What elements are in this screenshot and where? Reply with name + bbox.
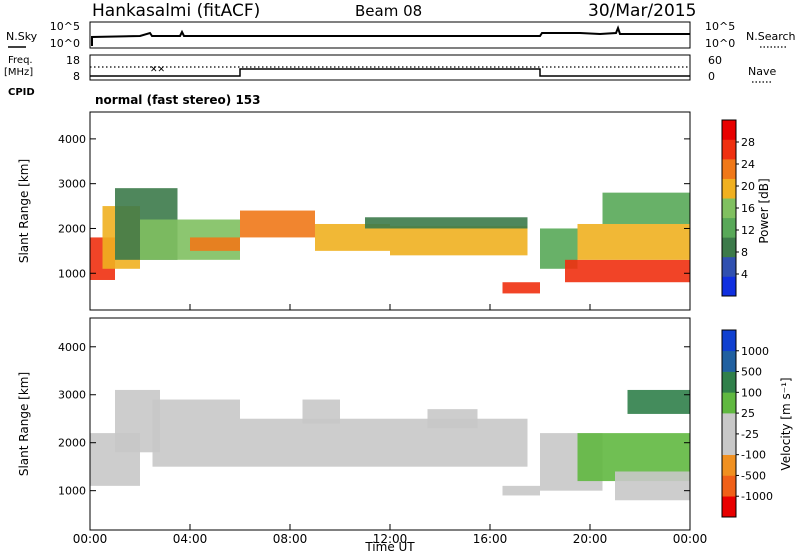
freq-left-tick-bottom: 8 <box>73 70 80 83</box>
velocity-y-axis: 4000 3000 2000 1000 <box>58 341 690 498</box>
power-band-5 <box>240 210 315 238</box>
freq-unit-label: [MHz] <box>4 67 33 78</box>
velocity-colorbar-seg-7 <box>722 350 736 372</box>
noise-sky-label: N.Sky <box>6 30 38 43</box>
power-colorbar-tick-6: 4 <box>741 268 748 281</box>
power-colorbar: 28 24 20 16 12 8 4 <box>721 119 755 297</box>
power-colorbar-seg-7 <box>722 139 736 160</box>
freq-left-tick-top: 18 <box>66 54 80 67</box>
nave-label: Nave <box>748 65 776 78</box>
velocity-colorbar-tick-1: 500 <box>741 366 762 379</box>
noise-left-tick-top: 10^5 <box>50 20 80 33</box>
power-ytick-label-3: 1000 <box>58 267 86 280</box>
velocity-colorbar-frame <box>721 329 737 518</box>
velocity-colorbar-tick-2: 100 <box>741 386 762 399</box>
beam-title: Beam 08 <box>355 2 422 20</box>
power-colorbar-tick-2: 20 <box>741 180 755 193</box>
x-tick-label-4: 16:00 <box>473 532 508 546</box>
date-title: 30/Mar/2015 <box>588 1 696 21</box>
power-colorbar-seg-0 <box>722 276 736 297</box>
power-y-axis: 4000 3000 2000 1000 <box>58 133 690 280</box>
noise-search-label: N.Search <box>746 30 796 43</box>
velocity-band-5 <box>427 409 478 429</box>
velocity-ytick-label-2: 2000 <box>58 437 86 450</box>
velocity-colorbar-seg-5 <box>722 392 736 414</box>
x-tick-label-5: 20:00 <box>573 532 608 546</box>
power-colorbar-seg-4 <box>722 198 736 219</box>
x-tick-label-6: 00:00 <box>673 532 708 546</box>
power-band-4 <box>190 237 240 251</box>
velocity-colorbar-seg-0 <box>722 496 736 518</box>
time-x-axis: 00:00 04:00 08:00 12:00 16:00 20:00 00:00 <box>73 304 708 546</box>
noise-right-tick-bottom: 10^0 <box>705 37 735 50</box>
power-ytick-label-1: 3000 <box>58 178 86 191</box>
power-colorbar-tick-3: 16 <box>741 202 755 215</box>
power-band-9 <box>502 282 540 294</box>
velocity-colorbar-seg-8 <box>722 330 736 352</box>
power-colorbar-tick-1: 24 <box>741 158 755 171</box>
noise-sky-line <box>91 25 690 46</box>
power-colorbar-seg-1 <box>722 256 736 277</box>
velocity-colorbar-tick-3: 25 <box>741 407 755 420</box>
power-band-11 <box>565 259 690 283</box>
station-title: Hankasalmi (fitACF) <box>92 1 260 21</box>
velocity-colorbar-seg-1 <box>722 475 736 497</box>
velocity-panel <box>90 389 690 501</box>
velocity-band-9 <box>615 471 690 501</box>
power-colorbar-seg-5 <box>722 178 736 199</box>
power-colorbar-tick-4: 12 <box>741 224 755 237</box>
power-colorbar-seg-6 <box>722 159 736 179</box>
velocity-ytick-label-3: 1000 <box>58 485 86 498</box>
power-colorbar-label: Power [dB] <box>757 178 771 243</box>
velocity-y-label: Slant Range [km] <box>17 372 31 476</box>
velocity-ytick-label-0: 4000 <box>58 341 86 354</box>
frequency-panel: ✕✕ 18 8 60 0 Freq. [MHz] CPID Nave <box>4 54 776 98</box>
noise-right-tick-top: 10^5 <box>705 20 735 33</box>
x-axis-title: Time UT <box>364 540 415 554</box>
cpid-text: normal (fast stereo) 153 <box>95 93 261 107</box>
velocity-colorbar-tick-5: -100 <box>741 449 766 462</box>
velocity-band-3 <box>240 418 528 467</box>
velocity-colorbar-tick-7: -1000 <box>741 490 773 503</box>
power-band-7 <box>390 226 528 256</box>
power-colorbar-seg-3 <box>722 217 736 238</box>
velocity-colorbar-seg-2 <box>722 454 736 476</box>
freq-label: Freq. <box>8 55 33 66</box>
x-tick-label-3: 12:00 <box>373 532 408 546</box>
power-panel <box>90 188 690 294</box>
velocity-colorbar-seg-4 <box>722 413 736 435</box>
velocity-band-2 <box>152 399 240 467</box>
velocity-colorbar-seg-3 <box>722 433 736 455</box>
velocity-colorbar-tick-6: -500 <box>741 469 766 482</box>
power-colorbar-seg-8 <box>722 120 736 140</box>
freq-right-tick-bottom: 0 <box>708 70 715 83</box>
freq-marker: ✕✕ <box>150 65 165 75</box>
noise-left-tick-bottom: 10^0 <box>50 37 80 50</box>
velocity-ytick-label-1: 3000 <box>58 389 86 402</box>
x-tick-label-1: 04:00 <box>173 532 208 546</box>
power-colorbar-tick-0: 28 <box>741 136 755 149</box>
power-ytick-label-0: 4000 <box>58 133 86 146</box>
freq-right-tick-top: 60 <box>708 54 722 67</box>
velocity-colorbar-tick-4: -25 <box>741 428 759 441</box>
velocity-colorbar-label: Velocity [m s⁻¹] <box>779 377 793 470</box>
power-colorbar-seg-2 <box>722 237 736 258</box>
x-tick-label-0: 00:00 <box>73 532 108 546</box>
power-y-label: Slant Range [km] <box>17 159 31 263</box>
power-band-8 <box>365 217 528 229</box>
velocity-band-4 <box>302 399 340 424</box>
power-band-13 <box>602 192 690 224</box>
velocity-band-10 <box>627 389 690 414</box>
power-ytick-label-2: 2000 <box>58 222 86 235</box>
velocity-band-6 <box>502 485 540 496</box>
velocity-colorbar-tick-0: 1000 <box>741 345 769 358</box>
x-tick-label-2: 08:00 <box>273 532 308 546</box>
noise-panel: 10^5 10^0 10^5 10^0 N.Sky N.Search <box>6 20 796 50</box>
cpid-label: CPID <box>8 87 35 98</box>
velocity-colorbar-seg-6 <box>722 371 736 393</box>
power-colorbar-tick-5: 8 <box>741 246 748 259</box>
power-band-12 <box>577 223 690 260</box>
velocity-colorbar: 1000 500 100 25 -25 -100 -500 -1000 <box>721 329 773 518</box>
